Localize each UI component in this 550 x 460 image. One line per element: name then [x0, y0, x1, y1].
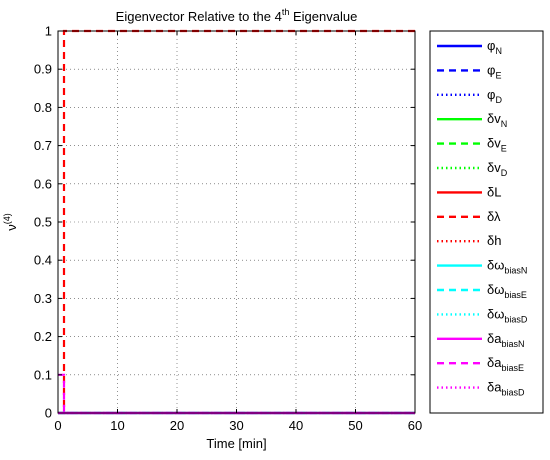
- x-tick-label: 0: [54, 418, 61, 433]
- y-tick-label: 0.1: [34, 367, 52, 382]
- y-tick-label: 0.2: [34, 329, 52, 344]
- legend-label-7: δL: [487, 184, 501, 199]
- x-axis-label: Time [min]: [206, 436, 266, 451]
- y-tick-label: 0: [45, 406, 52, 421]
- x-tick-label: 20: [170, 418, 184, 433]
- x-tick-label: 60: [408, 418, 422, 433]
- x-tick-label: 50: [348, 418, 362, 433]
- legend-label-1: φN: [487, 38, 502, 56]
- y-tick-label: 0.8: [34, 100, 52, 115]
- legend: φN φE φD δvN δvE δvD δL δλ δh δωbiasN δωbiasE δωbia…: [429, 30, 544, 414]
- legend-label-12: δωbiasD: [487, 306, 528, 324]
- legend-label-11: δωbiasE: [487, 282, 527, 300]
- legend-label-2: φE: [487, 62, 501, 80]
- plot-area: 0 10 20 30 40 50 60 0 0.1 0.2 0.3 0.4 0.5 0.6 0.7 0.8 0.…: [2, 7, 422, 451]
- y-tick-label: 0.6: [34, 176, 52, 191]
- y-tick-label: 0.9: [34, 62, 52, 77]
- axes-background: [58, 31, 415, 413]
- legend-label-14: δabiasE: [487, 355, 524, 373]
- legend-label-6: δvD: [487, 160, 508, 178]
- x-tick-label: 40: [289, 418, 303, 433]
- chart-title: Eigenvector Relative to the 4th Eigenval…: [116, 7, 358, 24]
- y-tick-label: 0.4: [34, 253, 52, 268]
- legend-label-10: δωbiasN: [487, 258, 527, 276]
- legend-label-15: δabiasD: [487, 380, 525, 398]
- y-tick-label: 0.3: [34, 291, 52, 306]
- y-tick-label: 0.5: [34, 215, 52, 230]
- y-tick-label: 0.7: [34, 138, 52, 153]
- x-tick-label: 10: [110, 418, 124, 433]
- y-tick-label: 1: [45, 24, 52, 39]
- legend-label-9: δh: [487, 233, 501, 248]
- x-tick-label: 30: [229, 418, 243, 433]
- legend-label-13: δabiasN: [487, 331, 524, 349]
- legend-label-8: δλ: [487, 209, 501, 224]
- legend-label-3: φD: [487, 87, 502, 105]
- legend-label-5: δvE: [487, 136, 507, 154]
- legend-box: [429, 30, 544, 414]
- legend-label-4: δvN: [487, 111, 507, 129]
- y-axis-label: ν(4): [2, 213, 19, 231]
